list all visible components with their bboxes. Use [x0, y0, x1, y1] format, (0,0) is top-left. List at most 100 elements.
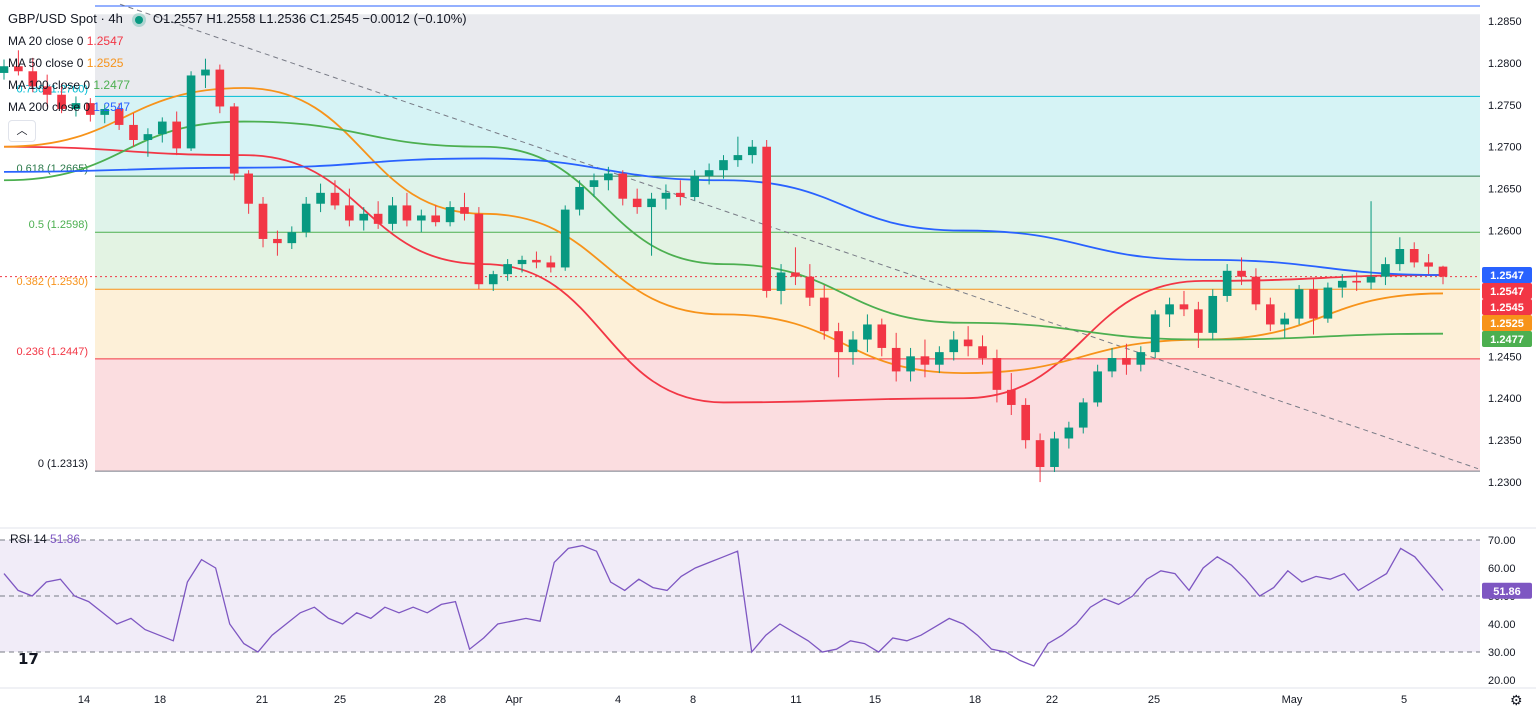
price-badge-label: 1.2525	[1490, 318, 1524, 330]
gear-icon[interactable]: ⚙	[1510, 692, 1523, 708]
candle-body	[1438, 266, 1448, 277]
candle-body	[863, 324, 872, 340]
candle-body	[1309, 289, 1318, 319]
rsi-tick-label: 30.00	[1488, 647, 1516, 659]
candle-body	[805, 276, 815, 298]
fib-label-2: 0.5 (1.2598)	[29, 219, 88, 231]
candle-body	[1093, 371, 1102, 403]
candle-body	[733, 155, 743, 161]
collapse-legend-button[interactable]: ︿	[8, 120, 36, 142]
ma50-legend[interactable]: MA 50 close 0 1.2525	[8, 52, 467, 74]
fib-label-1: 0.618 (1.2665)	[16, 163, 88, 175]
fib-band-5	[95, 358, 1480, 472]
candle-body	[1035, 440, 1045, 467]
price-tick-label: 1.2850	[1488, 16, 1522, 28]
candle-body	[445, 207, 455, 223]
candle-body	[287, 232, 297, 244]
candle-body	[1136, 352, 1146, 365]
candle-body	[618, 173, 628, 199]
candle-body	[1165, 304, 1174, 315]
ma200-value: 1.2547	[93, 100, 131, 114]
time-tick-label: 25	[334, 694, 346, 706]
candle-body	[143, 134, 153, 141]
rsi-value: 51.86	[50, 532, 81, 546]
price-tick-label: 1.2700	[1488, 142, 1522, 154]
candle-body	[1237, 270, 1246, 277]
symbol-title: GBP/USD Spot · 4h	[8, 11, 123, 26]
candle-body	[1122, 357, 1131, 365]
candle-body	[114, 108, 124, 125]
rsi-badge-label: 51.86	[1493, 586, 1521, 598]
time-tick-label: 28	[434, 694, 446, 706]
ma-line-0	[3, 145, 1444, 404]
candle-body	[647, 198, 656, 208]
fib-label-4: 0.236 (1.2447)	[16, 346, 88, 358]
candle-body	[330, 192, 340, 206]
candle-body	[532, 259, 541, 263]
candle-body	[345, 205, 354, 221]
price-badge	[1482, 282, 1532, 299]
candle-body	[589, 180, 599, 187]
rsi-tick-label: 70.00	[1488, 535, 1516, 547]
candle-body	[100, 108, 110, 115]
time-tick-label: Apr	[505, 694, 522, 706]
candle-body	[604, 173, 613, 181]
candle-body	[1194, 309, 1203, 333]
price-badge	[1482, 298, 1532, 315]
candle-body	[1280, 318, 1290, 325]
candle-body	[373, 213, 383, 224]
candle-body	[172, 121, 181, 149]
candle-body	[1251, 276, 1261, 305]
price-tick-label: 1.2450	[1488, 351, 1522, 363]
price-badge-label: 1.2547	[1490, 270, 1524, 282]
price-tick-label: 1.2350	[1488, 435, 1522, 447]
time-tick-label: 15	[869, 694, 881, 706]
candle-body	[1352, 280, 1361, 283]
candle-body	[1064, 427, 1074, 439]
candle-body	[201, 69, 210, 76]
symbol-header[interactable]: GBP/USD Spot · 4h O1.2557 H1.2558 L1.2536…	[8, 8, 467, 30]
ma-line-3	[3, 157, 1444, 276]
fib-label-5: 0 (1.2313)	[38, 458, 88, 470]
candle-body	[1424, 262, 1433, 267]
time-tick-label: 4	[615, 694, 621, 706]
candle-body	[963, 339, 973, 347]
ma50-value: 1.2525	[86, 56, 124, 70]
ma20-value: 1.2547	[86, 34, 124, 48]
candle-body	[546, 262, 556, 268]
time-tick-label: May	[1282, 694, 1303, 706]
ohlc-readout: O1.2557 H1.2558 L1.2536 C1.2545 −0.0012 …	[152, 11, 467, 26]
fib-label-3: 0.382 (1.2530)	[16, 276, 88, 288]
price-badge	[1482, 314, 1532, 331]
ma20-legend[interactable]: MA 20 close 0 1.2547	[8, 30, 467, 52]
rsi-legend[interactable]: RSI 14 51.86	[10, 532, 80, 546]
candle-body	[906, 356, 915, 372]
candle-body	[676, 192, 685, 198]
candle-body	[920, 356, 930, 365]
candle-body	[517, 259, 527, 265]
candle-body	[1337, 280, 1347, 288]
candle-body	[978, 346, 987, 358]
price-tick-label: 1.2650	[1488, 184, 1522, 196]
price-badge	[1482, 266, 1532, 283]
candle-body	[747, 146, 757, 156]
ma100-legend[interactable]: MA 100 close 0 1.2477	[8, 74, 467, 96]
price-tick-label: 1.2750	[1488, 100, 1522, 112]
ma200-legend[interactable]: MA 200 close 0 1.2547	[8, 96, 467, 118]
candle-body	[1078, 402, 1088, 428]
candle-body	[402, 205, 412, 221]
candle-body	[503, 264, 512, 275]
candle-body	[229, 106, 239, 174]
ma-line-2	[3, 120, 1444, 341]
candle-body	[877, 324, 887, 348]
tradingview-logo-icon[interactable]: 17	[18, 650, 39, 668]
candle-body	[244, 173, 253, 204]
price-tick-label: 1.2300	[1488, 477, 1522, 489]
ma100-label: MA 100 close 0	[8, 78, 91, 92]
candle-body	[388, 205, 397, 224]
candle-body	[474, 213, 484, 285]
candle-body	[1395, 249, 1405, 265]
candle-body	[992, 357, 1002, 390]
price-badge-label: 1.2477	[1490, 334, 1524, 346]
